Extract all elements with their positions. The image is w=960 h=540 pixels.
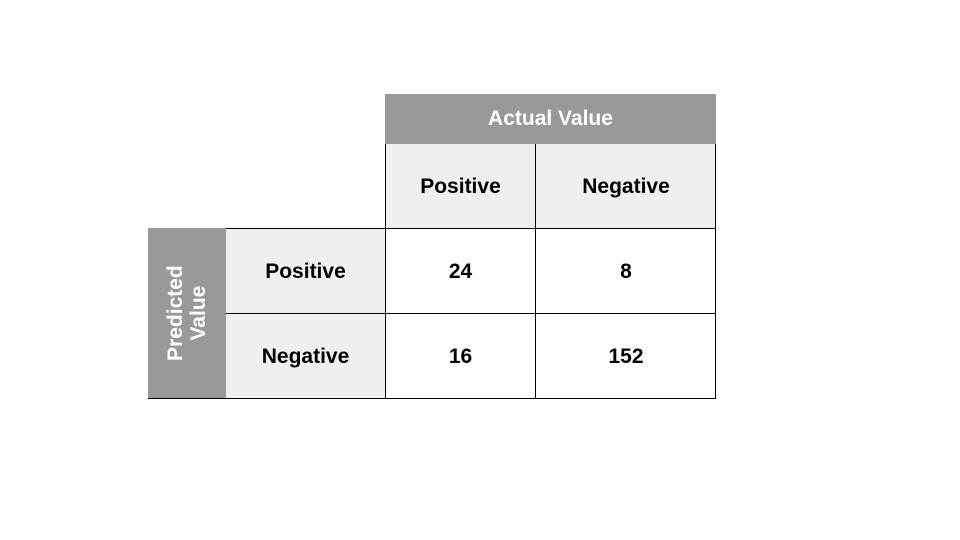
grid-line-vertical-left <box>385 144 386 399</box>
actual-value-header: Actual Value <box>385 94 716 144</box>
cell-false-negative: 16 <box>385 314 536 399</box>
row-label-negative: Negative <box>226 314 385 399</box>
cell-true-negative: 152 <box>536 314 716 399</box>
cell-true-positive: 24 <box>385 229 536 314</box>
grid-line-vertical-mid <box>535 144 536 399</box>
predicted-value-header: Predicted Value <box>148 228 226 399</box>
grid-line-horizontal-mid <box>226 313 716 314</box>
predicted-value-header-text: Predicted Value <box>163 265 211 362</box>
grid-line-horizontal-bottom <box>148 398 716 399</box>
row-label-positive: Positive <box>226 229 385 314</box>
column-label-positive: Positive <box>385 144 536 229</box>
grid-line-vertical-right <box>715 144 716 399</box>
cell-false-positive: 8 <box>536 229 716 314</box>
grid-line-horizontal-top <box>226 228 716 229</box>
column-label-negative: Negative <box>536 144 716 229</box>
